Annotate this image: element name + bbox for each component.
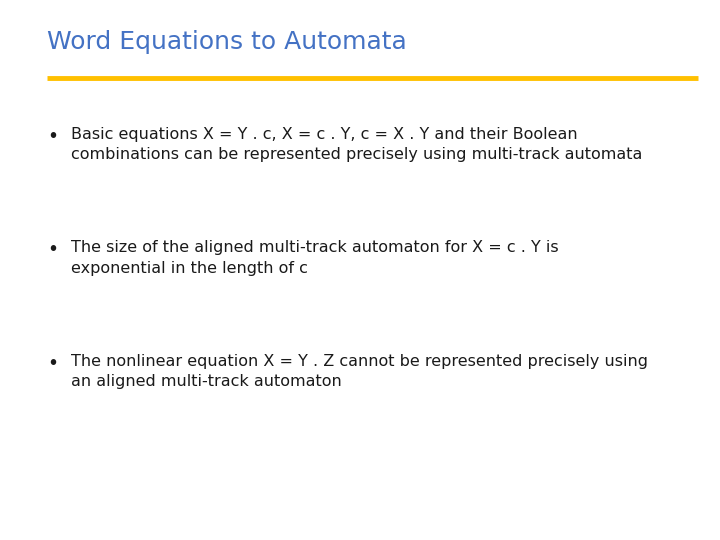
Text: Basic equations X = Y . c, X = c . Y, c = X . Y and their Boolean
combinations c: Basic equations X = Y . c, X = c . Y, c … <box>71 127 642 163</box>
Text: •: • <box>47 240 58 259</box>
Text: The nonlinear equation X = Y . Z cannot be represented precisely using
an aligne: The nonlinear equation X = Y . Z cannot … <box>71 354 647 389</box>
Text: •: • <box>47 127 58 146</box>
Text: The size of the aligned multi-track automaton for X = c . Y is
exponential in th: The size of the aligned multi-track auto… <box>71 240 558 276</box>
Text: Word Equations to Automata: Word Equations to Automata <box>47 30 407 53</box>
Text: •: • <box>47 354 58 373</box>
